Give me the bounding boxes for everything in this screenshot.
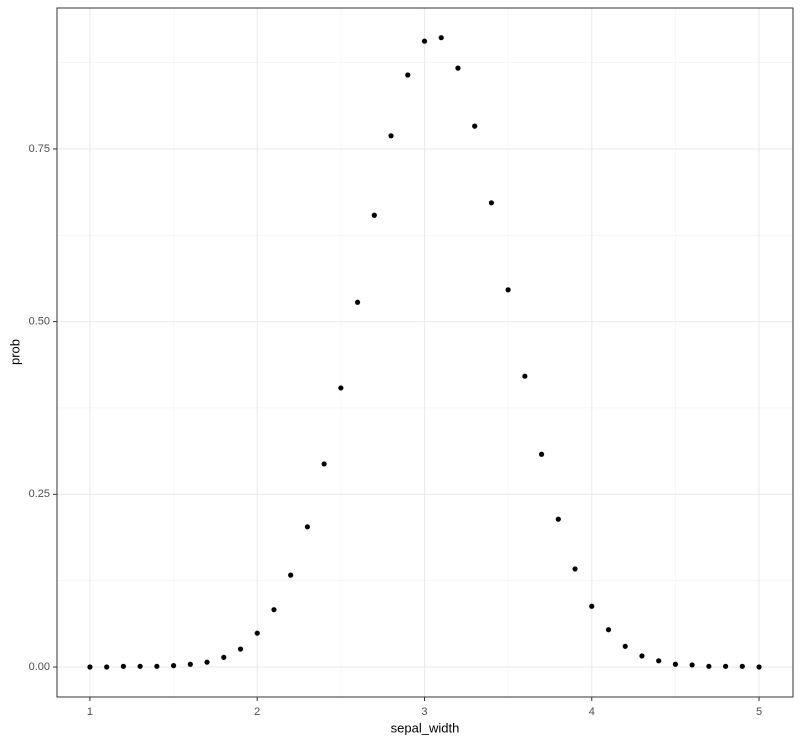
point	[639, 653, 645, 659]
point	[538, 451, 545, 457]
point	[722, 663, 729, 669]
y-tick-label: 0.00	[29, 661, 50, 673]
point	[338, 385, 344, 391]
point	[739, 663, 745, 669]
point	[756, 664, 762, 670]
point	[288, 572, 294, 578]
point	[304, 524, 311, 530]
point	[605, 627, 612, 633]
point	[371, 212, 377, 218]
x-tick-label: 2	[254, 706, 260, 718]
point	[237, 646, 244, 652]
point	[472, 123, 478, 129]
x-tick-label: 5	[756, 706, 762, 718]
point	[405, 72, 411, 78]
point	[622, 643, 628, 649]
point	[488, 200, 495, 206]
point	[204, 659, 210, 665]
point	[438, 35, 444, 41]
y-tick-label: 0.50	[29, 316, 50, 328]
x-tick-label: 1	[87, 706, 93, 718]
point	[254, 630, 260, 636]
point	[672, 661, 679, 667]
point	[706, 663, 712, 669]
point	[689, 662, 695, 668]
point	[522, 373, 528, 379]
point	[154, 663, 160, 669]
panel-border	[56, 7, 794, 698]
x-tick-label: 3	[421, 706, 427, 718]
point	[572, 566, 578, 572]
point	[505, 287, 511, 293]
x-axis-title: sepal_width	[391, 720, 460, 735]
point	[589, 603, 595, 609]
point	[354, 299, 361, 305]
point	[388, 133, 394, 139]
y-axis-title: prob	[7, 339, 22, 365]
point	[170, 663, 177, 669]
point	[455, 65, 461, 71]
point	[656, 658, 662, 664]
point	[137, 663, 143, 669]
point	[87, 664, 93, 670]
y-tick-label: 0.25	[29, 488, 50, 500]
y-tick-label: 0.75	[29, 143, 50, 155]
point	[421, 38, 428, 44]
point	[120, 663, 127, 669]
x-tick-label: 4	[589, 706, 595, 718]
point	[187, 661, 193, 667]
point	[104, 664, 110, 670]
point	[221, 654, 227, 660]
point	[321, 461, 327, 467]
point	[555, 516, 561, 522]
point	[271, 607, 277, 613]
